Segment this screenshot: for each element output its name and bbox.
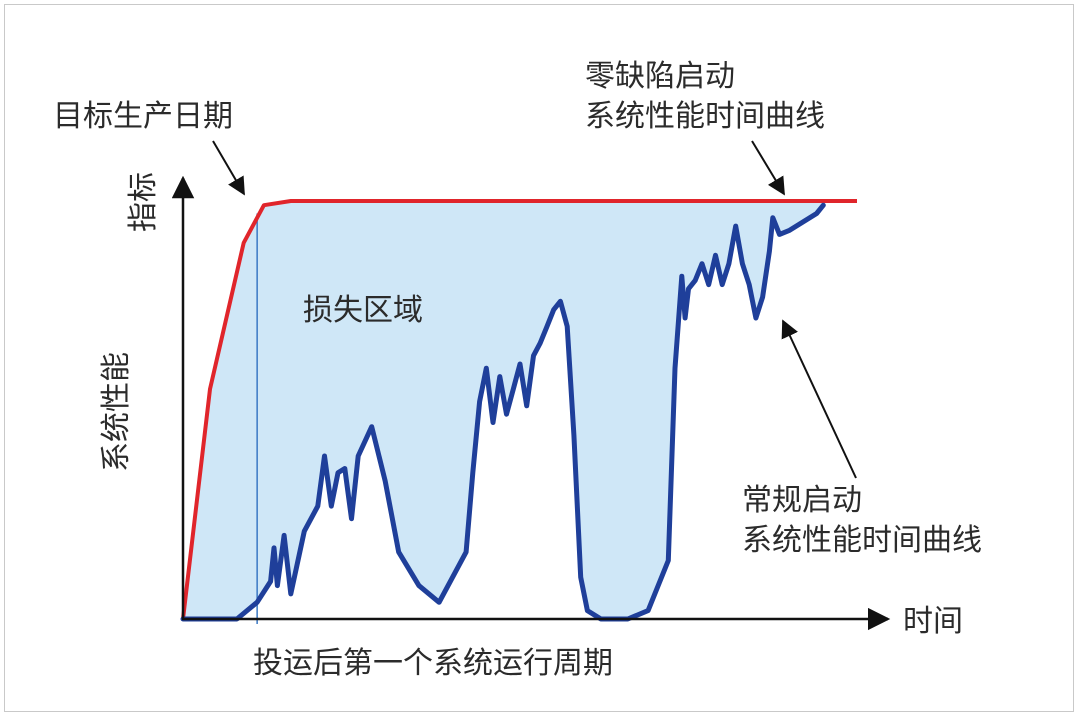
target-date-arrow <box>212 140 245 196</box>
conventional-label-line2: 系统性能时间曲线 <box>742 523 982 558</box>
conventional-curve <box>180 202 826 622</box>
zero-defect-arrow <box>751 140 785 196</box>
y-axis-label-performance: 系统性能 <box>99 352 134 472</box>
x-axis-period-label: 投运后第一个系统运行周期 <box>253 646 613 681</box>
target-date-label: 目标生产日期 <box>53 99 233 134</box>
x-axis-label-time: 时间 <box>903 604 963 639</box>
loss-area-fill <box>183 201 824 619</box>
zero-defect-label-line1: 零缺陷启动 <box>585 59 735 94</box>
zero-defect-curve <box>181 199 857 620</box>
zero-defect-label-line2: 系统性能时间曲线 <box>585 99 825 134</box>
diagram-frame <box>4 4 1074 712</box>
conventional-arrow <box>781 319 857 479</box>
loss-area-label: 损失区域 <box>303 293 423 328</box>
y-axis-label-metric: 指标 <box>126 172 161 232</box>
conventional-label-line1: 常规启动 <box>742 483 862 518</box>
